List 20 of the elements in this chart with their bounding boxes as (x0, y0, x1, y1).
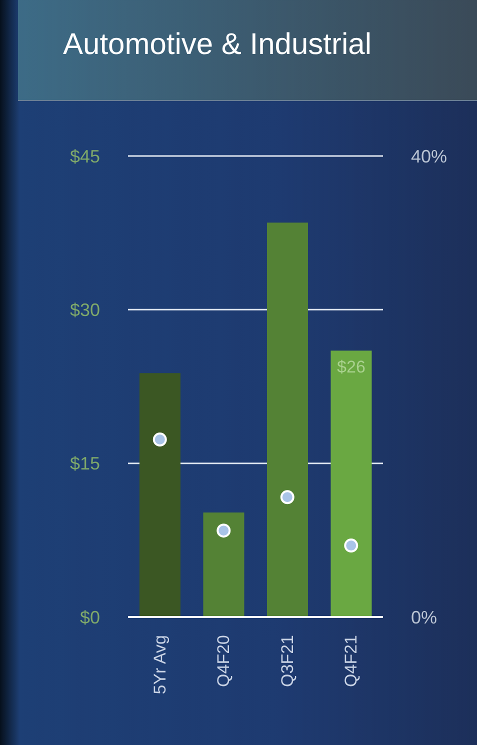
point (280, 490, 294, 504)
bar (266, 222, 308, 617)
y2-tick-label: 40% (411, 146, 448, 166)
y-tick-label: $15 (70, 454, 100, 474)
point (344, 538, 358, 553)
point (152, 432, 167, 447)
y-tick-label: $45 (70, 146, 100, 166)
chart-title: Automotive & Industrial (63, 28, 372, 62)
data-label: $26 (337, 358, 366, 377)
x-tick-label: Q4F21 (342, 635, 361, 687)
bar (203, 512, 244, 617)
y2-tick-label: 0% (411, 607, 438, 628)
y-tick-label: $0 (80, 607, 100, 628)
x-tick-label: Q3F21 (278, 635, 297, 687)
point (216, 524, 231, 538)
x-tick-label: Q4F20 (214, 635, 234, 687)
y-tick-label: $30 (70, 300, 100, 320)
bar (330, 350, 372, 617)
bar (139, 373, 180, 617)
x-tick-label: 5Yr Avg (150, 635, 170, 694)
